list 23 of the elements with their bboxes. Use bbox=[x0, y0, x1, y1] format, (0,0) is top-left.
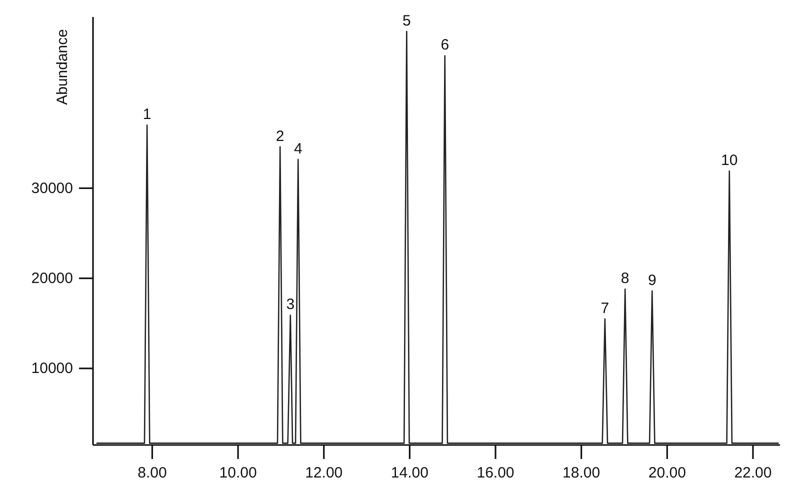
y-axis-title: Abundance bbox=[54, 29, 71, 105]
x-tick-label: 8.00 bbox=[138, 464, 167, 482]
annotation: 5 bbox=[402, 12, 411, 30]
y-tick-label: 20000 bbox=[31, 270, 73, 288]
annotation: 8 bbox=[620, 270, 630, 288]
annotation: 1 bbox=[142, 106, 152, 124]
x-tick-label: 14.00 bbox=[390, 464, 428, 482]
annotation: 10 bbox=[721, 152, 738, 170]
y-tick-label: 30000 bbox=[31, 180, 73, 197]
x-tick-label: 16.00 bbox=[476, 464, 514, 482]
line-series bbox=[96, 30, 780, 444]
x-tick-label: 22.00 bbox=[734, 464, 772, 482]
annotation: 4 bbox=[294, 140, 302, 158]
x-tick-label: 10.00 bbox=[219, 464, 257, 482]
x-tick-label: 12.00 bbox=[305, 464, 343, 482]
annotation: 2 bbox=[276, 128, 284, 145]
annotation: 6 bbox=[440, 36, 450, 54]
annotation: 9 bbox=[648, 272, 656, 289]
y-tick-label: 10000 bbox=[31, 360, 73, 378]
annotation: 3 bbox=[286, 296, 295, 314]
x-tick-label: 20.00 bbox=[648, 464, 686, 482]
annotation: 7 bbox=[600, 300, 610, 317]
x-tick-label: 18.00 bbox=[562, 464, 600, 482]
